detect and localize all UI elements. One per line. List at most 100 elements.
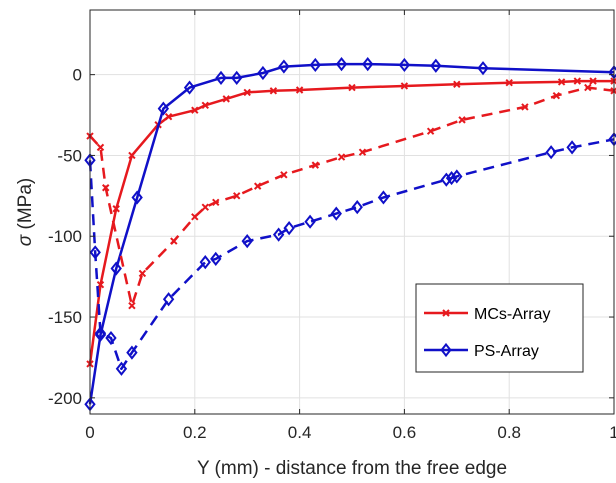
data-point [102, 184, 110, 192]
data-point [283, 221, 295, 236]
data-point [311, 161, 320, 169]
data-point [253, 182, 262, 190]
data-point [191, 213, 199, 221]
data-point [128, 302, 136, 310]
data-point [573, 77, 582, 85]
y-tick-label: 0 [73, 66, 82, 85]
data-point [210, 251, 222, 266]
data-point [505, 79, 513, 87]
data-point [269, 87, 278, 95]
x-tick-label: 1 [609, 423, 616, 442]
y-axis-unit: (MPa) [15, 178, 36, 235]
data-point [337, 153, 346, 161]
data-point [131, 190, 143, 205]
series-line [88, 79, 614, 365]
x-tick-label: 0.6 [393, 423, 417, 442]
x-tick-label: 0.2 [183, 423, 207, 442]
data-point [330, 206, 342, 221]
data-point [280, 171, 288, 179]
x-axis-title: Y (mm) - distance from the free edge [197, 458, 507, 479]
x-tick-label: 0.8 [497, 423, 521, 442]
data-point [212, 198, 220, 207]
data-point [552, 91, 561, 100]
data-point [157, 101, 170, 116]
data-point [477, 61, 489, 76]
x-tick-label: 0.4 [288, 423, 312, 442]
data-point [257, 65, 269, 81]
legend-marker [442, 309, 450, 317]
data-point [272, 227, 285, 242]
y-tick-label: -200 [48, 389, 82, 408]
legend-label-mcs: MCs-Array [474, 306, 550, 323]
data-point [398, 57, 411, 73]
data-point [241, 233, 253, 249]
data-point [126, 345, 138, 360]
series-layer [84, 57, 616, 412]
legend-box [415, 283, 584, 373]
data-point [348, 83, 356, 92]
y-tick-label: -150 [48, 308, 82, 327]
legend: MCs-Array PS-Array [415, 283, 584, 373]
data-point [199, 254, 211, 270]
data-point [105, 330, 117, 346]
data-point [295, 86, 304, 94]
data-point [191, 106, 199, 114]
data-point [170, 237, 178, 245]
y-tick-label: -100 [48, 227, 82, 246]
data-point [426, 127, 435, 135]
data-point [451, 169, 463, 184]
data-point [222, 95, 230, 103]
data-point [566, 140, 578, 155]
data-point [589, 77, 597, 85]
data-point [458, 116, 466, 124]
data-point [545, 145, 557, 160]
data-point [138, 269, 147, 278]
plot-frame [89, 9, 615, 415]
data-point [377, 190, 390, 205]
data-point [362, 57, 374, 72]
series-3 [84, 132, 616, 376]
data-point [445, 170, 458, 186]
data-point [557, 78, 566, 86]
data-point [309, 57, 322, 73]
data-point [521, 103, 529, 111]
data-point [400, 82, 409, 90]
data-point [115, 361, 128, 376]
data-point [304, 214, 316, 229]
y-axis-symbol: σ [15, 233, 36, 246]
series-1 [84, 57, 616, 412]
data-point [162, 292, 175, 307]
data-point [183, 80, 196, 95]
data-point [110, 261, 122, 276]
data-point [233, 192, 241, 200]
legend-marks [424, 309, 468, 358]
data-point [201, 203, 209, 211]
data-point [164, 112, 173, 121]
x-tick-label: 0 [85, 423, 94, 442]
data-point [215, 70, 227, 85]
data-point [201, 101, 209, 110]
data-point [453, 80, 461, 89]
data-point [231, 70, 243, 85]
data-point [351, 200, 363, 215]
series-line [89, 86, 615, 307]
data-point [112, 205, 120, 213]
data-point [96, 143, 105, 152]
data-point [440, 172, 453, 187]
data-point [243, 88, 251, 97]
data-point [430, 58, 442, 73]
data-point [94, 327, 107, 342]
legend-marker [440, 342, 452, 358]
legend-label-ps: PS-Array [474, 343, 539, 360]
data-point [278, 59, 290, 74]
axis-ticks: 0 0.2 0.4 0.6 0.8 1 -200 -150 -100 -50 0 [48, 10, 616, 442]
series-line [88, 62, 615, 405]
data-point [89, 245, 101, 260]
data-point [128, 151, 136, 160]
data-point [584, 83, 592, 92]
y-axis-title: σ (MPa) [15, 178, 36, 246]
data-point [94, 326, 107, 341]
series-2 [86, 83, 616, 310]
data-point [335, 57, 348, 72]
